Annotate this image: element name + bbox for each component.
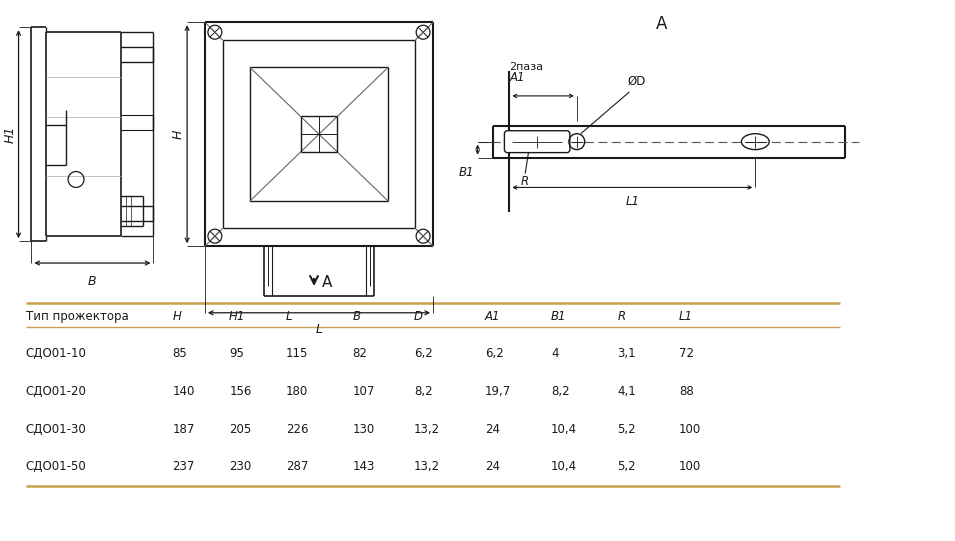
Text: 5,2: 5,2	[618, 460, 636, 473]
Text: B1: B1	[459, 166, 475, 179]
Text: A1: A1	[485, 310, 500, 323]
Text: 13,2: 13,2	[414, 423, 440, 436]
Text: L: L	[315, 323, 323, 336]
Text: СДО01-30: СДО01-30	[26, 423, 86, 436]
Text: СДО01-50: СДО01-50	[26, 460, 86, 473]
Text: B: B	[88, 275, 96, 288]
Text: 6,2: 6,2	[485, 347, 503, 360]
Text: 24: 24	[485, 423, 499, 436]
Text: 100: 100	[679, 423, 701, 436]
Text: H: H	[172, 129, 185, 139]
Text: СДО01-20: СДО01-20	[26, 385, 87, 398]
Text: 180: 180	[286, 385, 308, 398]
Text: 143: 143	[352, 460, 374, 473]
Text: A: A	[322, 275, 332, 290]
Text: 4: 4	[551, 347, 559, 360]
Text: ØD: ØD	[627, 75, 646, 88]
Text: 100: 100	[679, 460, 701, 473]
Text: 6,2: 6,2	[414, 347, 433, 360]
Text: 95: 95	[229, 347, 244, 360]
Text: Тип прожектора: Тип прожектора	[26, 310, 128, 323]
Text: 5,2: 5,2	[618, 423, 636, 436]
Text: 156: 156	[229, 385, 251, 398]
Text: 24: 24	[485, 460, 499, 473]
Text: 88: 88	[679, 385, 693, 398]
Text: H1: H1	[229, 310, 245, 323]
Text: 72: 72	[679, 347, 694, 360]
Text: 237: 237	[172, 460, 195, 473]
Text: 205: 205	[229, 423, 251, 436]
Text: 130: 130	[352, 423, 374, 436]
Text: 287: 287	[286, 460, 308, 473]
Text: D: D	[414, 310, 423, 323]
Text: 19,7: 19,7	[485, 385, 511, 398]
Text: H: H	[172, 310, 181, 323]
Text: 140: 140	[172, 385, 195, 398]
Text: 85: 85	[172, 347, 187, 360]
Text: B: B	[352, 310, 360, 323]
Text: L1: L1	[626, 195, 639, 208]
Text: A1: A1	[509, 71, 525, 84]
Text: 8,2: 8,2	[414, 385, 433, 398]
Text: 115: 115	[286, 347, 308, 360]
Text: H1: H1	[4, 126, 16, 143]
FancyBboxPatch shape	[504, 131, 570, 153]
Text: R: R	[618, 310, 626, 323]
Text: L1: L1	[679, 310, 693, 323]
Text: B1: B1	[551, 310, 566, 323]
Text: 10,4: 10,4	[551, 423, 577, 436]
Text: 226: 226	[286, 423, 308, 436]
Text: 187: 187	[172, 423, 195, 436]
Text: 107: 107	[352, 385, 374, 398]
Text: R: R	[520, 175, 528, 188]
Text: 10,4: 10,4	[551, 460, 577, 473]
Text: СДО01-10: СДО01-10	[26, 347, 87, 360]
Text: 3,1: 3,1	[618, 347, 636, 360]
Text: 8,2: 8,2	[551, 385, 570, 398]
Text: 13,2: 13,2	[414, 460, 440, 473]
Text: L: L	[286, 310, 292, 323]
Text: 2паза: 2паза	[509, 62, 543, 72]
Text: 82: 82	[352, 347, 367, 360]
Text: A: A	[655, 15, 667, 34]
Text: 230: 230	[229, 460, 251, 473]
Text: 4,1: 4,1	[618, 385, 636, 398]
